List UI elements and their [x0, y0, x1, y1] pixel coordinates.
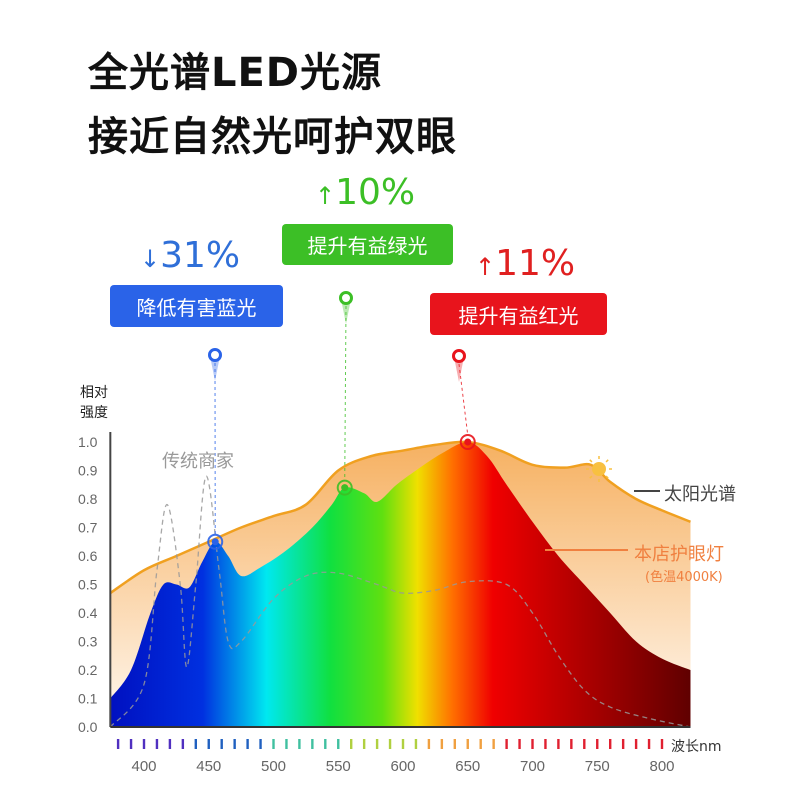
red-percent: ↑11% [475, 243, 576, 284]
wavelength-tick [570, 739, 573, 749]
traditional-label: 传统商家 [162, 451, 234, 472]
wavelength-tick [634, 739, 638, 749]
y-tick-label: 0.3 [78, 634, 98, 650]
y-tick-label: 0.1 [78, 691, 98, 707]
wavelength-tick [453, 739, 456, 749]
green-callout: 提升有益绿光 [282, 224, 453, 265]
peak-marker-ring [336, 479, 353, 496]
peak-marker-ring [207, 533, 224, 550]
wavelength-tick [414, 739, 418, 749]
pin-tail [455, 362, 463, 382]
wavelength-tick [285, 739, 288, 749]
x-tick-label: 750 [585, 758, 610, 775]
x-tick-label: 400 [131, 758, 156, 775]
x-tick-label: 800 [649, 758, 674, 775]
wavelength-tick [479, 739, 482, 749]
wavelength-tick [129, 739, 133, 749]
wavelength-tick [596, 739, 599, 749]
wavelength-tick [207, 739, 210, 749]
green-percent: ↑10% [315, 172, 416, 213]
callout-leader [344, 305, 347, 481]
blue-callout: 降低有害蓝光 [110, 285, 283, 327]
wavelength-tick [388, 739, 392, 749]
sun-ray [589, 475, 593, 479]
sun-ray [589, 459, 593, 463]
wavelength-tick [116, 739, 120, 749]
wavelength-tick [350, 739, 353, 749]
wavelength-tick [324, 739, 327, 749]
sun-ray [605, 475, 609, 479]
peak-marker-dot [464, 438, 472, 446]
wavelength-tick [466, 739, 469, 749]
pin-tail [211, 361, 219, 381]
wavelength-tick [362, 739, 366, 749]
wavelength-tick [492, 739, 495, 749]
sun-icon [592, 462, 606, 476]
wavelength-tick [272, 739, 275, 749]
sun-ray [605, 459, 609, 463]
wavelength-tick [298, 739, 301, 749]
x-tick-label: 500 [261, 758, 286, 775]
headline-line2: 接近自然光呵护双眼 [88, 114, 457, 160]
wavelength-tick [194, 739, 197, 749]
red-callout: 提升有益红光 [430, 293, 607, 335]
peak-marker-dot [341, 484, 349, 492]
y-tick-label: 0.4 [78, 605, 98, 621]
wavelength-tick [609, 739, 612, 749]
wavelength-tick [155, 739, 159, 749]
blue-percent: ↓31% [140, 235, 241, 276]
peak-marker-ring [459, 434, 476, 450]
y-tick-label: 0.8 [78, 491, 98, 507]
x-tick-label: 550 [326, 758, 351, 775]
traditional-line [109, 475, 691, 728]
y-tick-label: 0.5 [78, 577, 98, 593]
sun-line [109, 440, 691, 595]
wavelength-tick [311, 739, 314, 749]
led-area [110, 441, 691, 727]
x-tick-label: 650 [455, 758, 480, 775]
wavelength-tick [427, 739, 431, 749]
wavelength-tick [557, 739, 560, 749]
x-tick-label: 700 [520, 758, 545, 775]
y-axis-label: 相对强度 [80, 385, 108, 421]
x-tick-label: 600 [390, 758, 415, 775]
peak-marker-dot [211, 538, 219, 546]
pin-tail [342, 304, 350, 324]
y-tick-label: 0.9 [78, 463, 98, 479]
wavelength-tick [233, 739, 236, 749]
wavelength-tick [583, 739, 586, 749]
pin-icon [339, 291, 353, 305]
y-tick-label: 0.0 [78, 719, 98, 735]
wavelength-tick [259, 739, 262, 749]
x-axis-label: 波长nm [671, 739, 722, 755]
led-legend-note: (色温4000K) [645, 570, 723, 585]
wavelength-tick [660, 739, 664, 749]
wavelength-tick [168, 739, 172, 749]
headline-line1: 全光谱LED光源 [88, 50, 383, 96]
y-tick-label: 1.0 [78, 434, 98, 450]
wavelength-tick [375, 739, 379, 749]
led-legend-label: 本店护眼灯 [634, 544, 724, 565]
wavelength-tick [647, 739, 651, 749]
sun-legend-label: 太阳光谱 [664, 484, 736, 505]
wavelength-tick [142, 739, 146, 749]
y-tick-label: 0.2 [78, 662, 98, 678]
wavelength-tick [440, 739, 444, 749]
wavelength-tick [246, 739, 249, 749]
x-tick-label: 450 [196, 758, 221, 775]
wavelength-tick [531, 739, 534, 749]
wavelength-tick [621, 739, 625, 749]
wavelength-tick [220, 739, 223, 749]
y-tick-label: 0.6 [78, 548, 98, 564]
wavelength-tick [181, 739, 185, 749]
pin-icon [208, 348, 222, 362]
wavelength-tick [401, 739, 405, 749]
wavelength-tick [544, 739, 547, 749]
pin-icon [452, 349, 466, 363]
wavelength-tick [518, 739, 521, 749]
wavelength-tick [337, 739, 340, 749]
y-tick-label: 0.7 [78, 520, 98, 536]
wavelength-tick [505, 739, 508, 749]
